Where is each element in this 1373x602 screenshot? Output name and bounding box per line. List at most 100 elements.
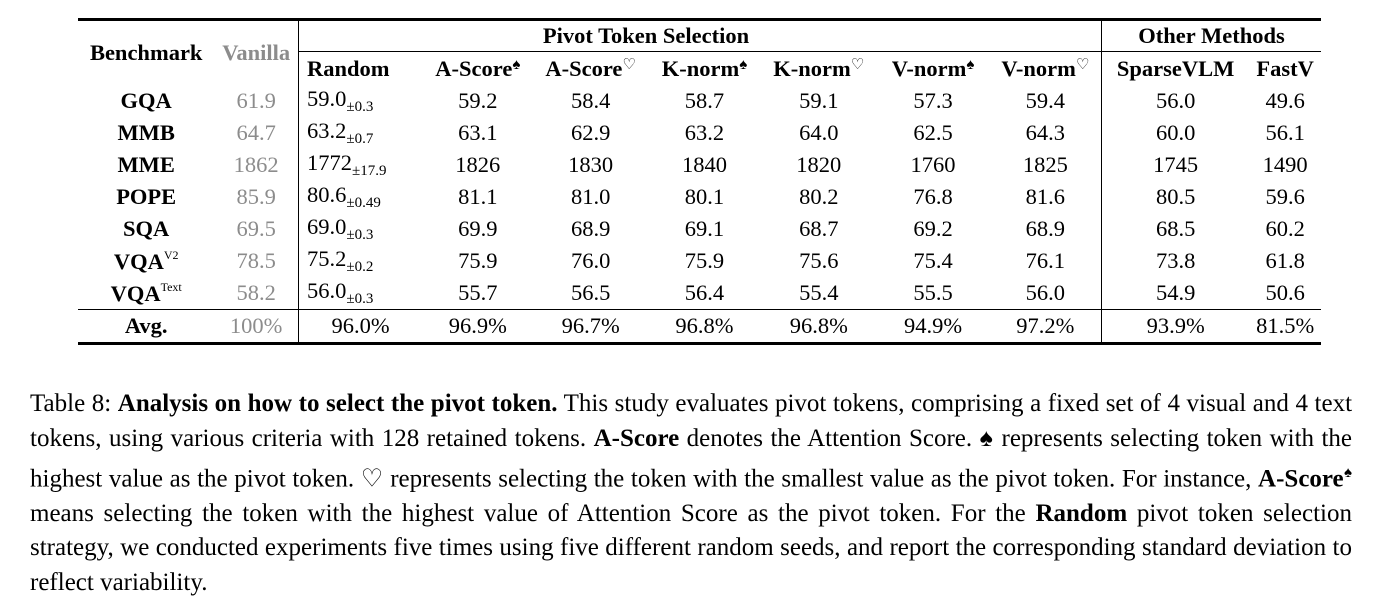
caption-label: Table 8: — [30, 390, 112, 417]
random-cell: 56.0±0.3 — [297, 277, 423, 310]
random-mean: 63.2 — [306, 118, 347, 143]
value-cell: 97.2% — [989, 309, 1102, 345]
value-cell: 57.3 — [913, 88, 953, 113]
benchmark-cell: GQA — [78, 85, 214, 117]
value-cell: 62.5 — [913, 120, 953, 145]
benchmark-header: Benchmark — [78, 18, 215, 85]
value-cell: 80.1 — [684, 184, 725, 209]
column-header: A-Score♠ — [422, 52, 533, 86]
value-cell: 94.9% — [876, 309, 990, 345]
heart-icon: ♡ — [360, 465, 384, 493]
vanilla-header: Vanilla — [214, 18, 299, 85]
spade-icon: ♠ — [1343, 465, 1353, 481]
value-cell: 56.5 — [570, 280, 611, 305]
value-cell: 58.4 — [570, 88, 611, 113]
value-cell: 68.5 — [1101, 213, 1250, 245]
value-cell: 68.7 — [799, 216, 839, 241]
heart-icon: ♡ — [850, 57, 865, 73]
value-cell: 55.4 — [799, 280, 839, 305]
vanilla-cell: 1862 — [233, 152, 279, 177]
value-cell: 68.9 — [1025, 216, 1066, 241]
random-std: ±0.7 — [346, 131, 374, 147]
value-cell: 64.0 — [799, 120, 839, 145]
value-cell: 76.8 — [913, 184, 953, 209]
value-cell: 76.0 — [570, 248, 611, 273]
column-header-label: K-norm — [773, 56, 851, 81]
vanilla-cell: 100% — [214, 309, 299, 345]
column-header: A-Score♡ — [533, 52, 647, 86]
benchmark-cell: MMB — [78, 117, 214, 149]
value-cell: 75.6 — [799, 248, 839, 273]
random-mean: 1772 — [306, 150, 352, 175]
random-mean: 56.0 — [306, 278, 347, 303]
value-cell: 68.9 — [570, 216, 611, 241]
pivot-group-header: Pivot Token Selection — [297, 18, 1102, 52]
benchmark-superscript: Text — [160, 279, 182, 294]
benchmark-name: GQA — [120, 88, 172, 113]
heart-icon: ♡ — [1075, 57, 1090, 73]
column-header: K-norm♡ — [761, 52, 876, 86]
value-cell: 56.1 — [1265, 120, 1305, 145]
value-cell: 75.9 — [684, 248, 725, 273]
table-row: VQAText 58.2 56.0±0.3 55.7 56.5 56.4 55.4 55.5 5… — [78, 277, 1321, 310]
random-mean: 75.2 — [306, 246, 347, 271]
value-cell: 1830 — [568, 152, 614, 177]
caption-text-4: represents selecting the token with the … — [383, 465, 1259, 493]
value-cell: 54.9 — [1101, 277, 1250, 310]
value-cell: 60.2 — [1265, 216, 1305, 241]
benchmark-name: VQA — [110, 280, 161, 306]
value-cell: 75.4 — [913, 248, 953, 273]
value-cell: 55.7 — [458, 280, 498, 305]
value-cell: 62.9 — [570, 120, 611, 145]
benchmark-name: SQA — [123, 216, 170, 241]
column-header: V-norm♡ — [990, 52, 1102, 86]
caption-text-6: pivot token selection strategy, we condu… — [30, 499, 1352, 596]
value-cell: 1760 — [910, 152, 956, 177]
random-std: ±0.49 — [346, 195, 381, 211]
value-cell: 80.5 — [1101, 181, 1250, 213]
benchmark-name: MME — [117, 152, 175, 177]
caption-random: Random — [1035, 499, 1128, 527]
benchmark-cell: VQAV2 — [78, 245, 214, 277]
random-std: ±0.3 — [346, 99, 374, 115]
vanilla-cell: 69.5 — [236, 216, 276, 241]
vanilla-cell: 58.2 — [236, 280, 276, 305]
column-header-label: V-norm — [1001, 56, 1076, 81]
value-cell: 1825 — [1022, 152, 1068, 177]
vanilla-cell: 61.9 — [236, 88, 276, 113]
column-header-label: K-norm — [661, 55, 740, 81]
random-mean: 69.0 — [306, 214, 347, 239]
column-header-label: V-norm — [891, 55, 967, 81]
vanilla-cell: 78.5 — [236, 248, 276, 273]
value-cell: 1840 — [681, 152, 727, 177]
caption-text-5: means selecting the token with the highe… — [30, 499, 1036, 527]
value-cell: 56.0 — [1025, 280, 1066, 305]
random-std: ±0.3 — [346, 227, 374, 243]
benchmark-cell: MME — [78, 149, 214, 181]
caption-title: Analysis on how to select the pivot toke… — [117, 390, 558, 417]
random-cell: 80.6±0.49 — [297, 181, 423, 213]
value-cell: 59.4 — [1025, 88, 1066, 113]
table-body: GQA 61.9 59.0±0.3 59.2 58.4 58.7 59.1 57.3 59.4 5… — [78, 85, 1321, 310]
column-header-label: FastV — [1256, 55, 1314, 81]
spade-icon: ♠ — [979, 424, 995, 452]
value-cell: 49.6 — [1265, 88, 1305, 113]
value-cell: 1820 — [796, 152, 842, 177]
value-cell: 96.7% — [533, 309, 648, 345]
column-header: Random — [297, 51, 423, 85]
value-cell: 96.8% — [647, 309, 762, 345]
value-cell: 1490 — [1262, 152, 1308, 177]
random-cell: 1772±17.9 — [297, 149, 423, 181]
value-cell: 81.1 — [458, 184, 498, 209]
caption-ascore-2: A-Score — [1258, 465, 1344, 493]
random-std: ±0.3 — [346, 291, 374, 307]
column-header: K-norm♠ — [648, 52, 761, 86]
value-cell: 59.2 — [458, 88, 498, 113]
table-row: POPE 85.9 80.6±0.49 81.1 81.0 80.1 80.2 76.8 81.… — [78, 181, 1321, 213]
spade-icon: ♠ — [512, 56, 521, 73]
caption-text-3: represents selecting token with the high… — [30, 424, 1353, 493]
spade-icon: ♠ — [966, 56, 975, 73]
random-cell: 69.0±0.3 — [297, 213, 423, 245]
value-cell: 56.4 — [684, 280, 725, 305]
column-header-row: Random A-Score♠ A-Score♡ K-norm♠ K-norm♡ V-no… — [78, 51, 1321, 86]
